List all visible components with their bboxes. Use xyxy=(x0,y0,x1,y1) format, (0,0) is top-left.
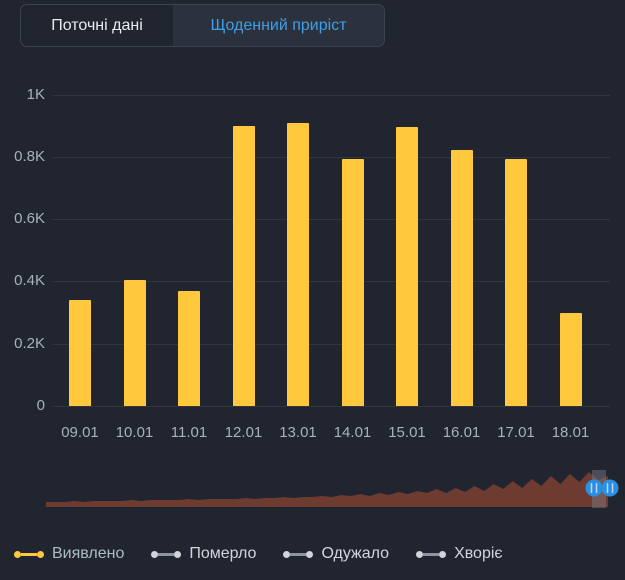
marker-line xyxy=(290,552,307,556)
y-axis-label: 0.4K xyxy=(14,272,45,290)
legend-label: Хворіє xyxy=(454,545,503,562)
gridline-0.4K xyxy=(53,281,610,283)
legend-item-виявлено[interactable]: Виявлено xyxy=(14,545,124,563)
marker-dot xyxy=(174,550,182,558)
series-marker-icon xyxy=(416,550,447,558)
series-marker-icon xyxy=(14,550,44,558)
scrollbar-end-grip[interactable] xyxy=(601,479,619,497)
x-axis-label: 12.01 xyxy=(224,424,263,441)
overview-area-series xyxy=(46,472,608,507)
marker-dot xyxy=(283,550,291,558)
x-axis-label: 11.01 xyxy=(170,424,208,441)
y-axis-label: 0 xyxy=(36,397,45,414)
marker-dot xyxy=(306,550,314,558)
y-axis-label: 0.2K xyxy=(14,334,45,352)
y-axis-label: 0.8K xyxy=(14,147,45,165)
gridline-0.2K xyxy=(53,343,610,345)
legend-item-хворіє[interactable]: Хворіє xyxy=(416,545,503,563)
x-axis-label: 18.01 xyxy=(551,424,590,441)
gridline-0.6K xyxy=(53,219,610,221)
tab-current-data[interactable]: Поточні дані xyxy=(51,16,143,34)
x-axis-label: 17.01 xyxy=(497,424,535,441)
grip-lines-icon xyxy=(606,483,609,493)
tab-daily-increase[interactable]: Щоденний приріст xyxy=(173,5,384,46)
marker-dot xyxy=(439,550,447,558)
bar-10.01[interactable] xyxy=(123,279,146,406)
scrollbar-start-grip[interactable] xyxy=(585,479,603,497)
bar-09.01[interactable] xyxy=(69,300,91,406)
bar-16.01[interactable] xyxy=(450,150,473,406)
gridline-1K xyxy=(53,94,610,96)
x-axis-label: 13.01 xyxy=(279,424,317,441)
series-marker-icon xyxy=(151,550,182,558)
bar-14.01[interactable] xyxy=(341,158,364,406)
chart-legend: Виявлено Померло Одужало Хворіє xyxy=(14,537,614,571)
marker-dot xyxy=(151,550,159,558)
legend-label: Одужало xyxy=(321,545,390,562)
marker-dot xyxy=(14,550,21,558)
legend-label: Виявлено xyxy=(52,545,125,562)
x-axis-label: 14.01 xyxy=(333,424,372,441)
marker-dot xyxy=(37,550,44,558)
bar-18.01[interactable] xyxy=(559,312,582,406)
marker-dot xyxy=(416,550,424,558)
marker-line xyxy=(21,552,37,556)
bar-13.01[interactable] xyxy=(287,122,309,406)
tab-bar: Поточні дані Щоденний приріст xyxy=(20,4,385,47)
bar-11.01[interactable] xyxy=(178,290,200,406)
x-axis-label: 09.01 xyxy=(61,424,99,441)
grip-lines-icon xyxy=(595,483,598,493)
marker-line xyxy=(423,552,440,556)
x-axis-label: 15.01 xyxy=(388,424,426,441)
legend-label: Померло xyxy=(189,545,257,562)
x-axis-label: 10.01 xyxy=(115,424,154,441)
bar-17.01[interactable] xyxy=(505,158,527,406)
y-axis-label: 1K xyxy=(26,85,45,103)
legend-item-померло[interactable]: Померло xyxy=(151,545,256,563)
grip-lines-icon xyxy=(611,483,614,493)
gridline-0 xyxy=(53,406,610,407)
series-marker-icon xyxy=(283,550,314,558)
bar-12.01[interactable] xyxy=(232,125,255,406)
bar-15.01[interactable] xyxy=(396,126,418,406)
grip-lines-icon xyxy=(590,483,593,493)
gridline-0.8K xyxy=(53,156,610,158)
chart-scrollbar[interactable] xyxy=(0,458,625,520)
x-axis-label: 16.01 xyxy=(442,424,481,441)
legend-item-одужало[interactable]: Одужало xyxy=(283,545,389,563)
y-axis-label: 0.6K xyxy=(14,210,45,228)
marker-line xyxy=(158,552,175,556)
